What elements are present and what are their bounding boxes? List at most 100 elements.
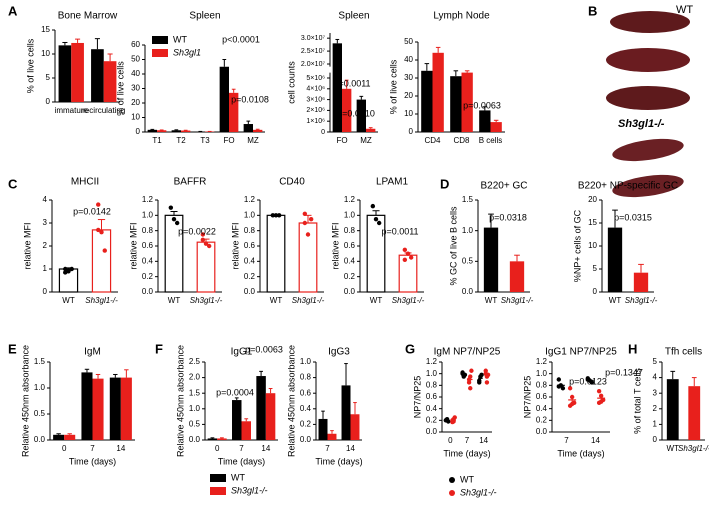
chart-title: B220+ GC xyxy=(481,181,528,192)
legend-marker xyxy=(449,490,455,496)
annotation: p=0.0022 xyxy=(178,226,216,236)
bar xyxy=(356,99,366,132)
data-point xyxy=(585,377,591,382)
annotation: p=0.0318 xyxy=(489,212,527,222)
x-tick-label: WT xyxy=(667,444,680,453)
x-tick-label: 7 xyxy=(90,444,95,453)
x-tick-label: FO xyxy=(223,136,234,145)
bar xyxy=(483,227,499,292)
y-tick-label: 1×10⁶ xyxy=(306,118,325,125)
x-tick-label: T1 xyxy=(152,136,162,145)
data-point xyxy=(206,243,212,249)
y-tick-label: 0.5 xyxy=(462,256,474,265)
data-point xyxy=(270,213,276,218)
y-tick-label: 1.0 xyxy=(34,383,46,392)
y-tick-label: 1.0 xyxy=(536,369,548,378)
x-tick-label: immature xyxy=(55,106,89,115)
bar xyxy=(181,130,191,132)
y-axis-label: % of live cells xyxy=(115,61,125,116)
x-tick-label: 14 xyxy=(346,444,355,453)
y-tick-label: 3.0×10⁷ xyxy=(301,35,326,42)
chart-title: IgG1 NP7/NP25 xyxy=(545,347,617,358)
bar xyxy=(607,227,623,292)
data-point xyxy=(276,213,282,218)
x-tick-label: B cells xyxy=(479,136,503,145)
y-tick-label: 1.0 xyxy=(344,210,356,219)
chart-title: Lymph Node xyxy=(433,11,490,22)
bar xyxy=(71,42,84,102)
y-tick-label: 3 xyxy=(653,388,658,397)
x-tick-label: Sh3gl1-/- xyxy=(392,296,425,305)
x-tick-label: MZ xyxy=(247,136,259,145)
x-tick-label: WT xyxy=(62,296,75,305)
chart-title: IgG3 xyxy=(328,347,350,358)
data-point xyxy=(451,419,456,424)
y-axis-label: Relative 450nm absorbance xyxy=(175,345,185,457)
bar xyxy=(91,229,112,293)
bar xyxy=(171,130,181,132)
y-axis-label: relative MFI xyxy=(22,222,32,269)
y-tick-label: 1.0 xyxy=(462,226,474,235)
y-tick-label: 3×10⁶ xyxy=(306,96,325,103)
x-tick-label: Sh3gl1-/- xyxy=(678,444,709,453)
y-tick-label: 1.0 xyxy=(189,404,201,413)
data-point xyxy=(466,380,472,385)
y-tick-label: 0.0 xyxy=(536,427,548,436)
y-tick-label: 4 xyxy=(43,195,48,204)
bar xyxy=(332,43,342,132)
x-axis-label: Time (days) xyxy=(218,456,265,466)
y-tick-label: 0.0 xyxy=(462,287,474,296)
y-tick-label: 1.5 xyxy=(189,388,201,397)
data-point xyxy=(96,227,101,233)
y-tick-label: 0.4 xyxy=(142,256,154,265)
bar xyxy=(432,52,444,132)
legend-marker xyxy=(152,36,168,44)
panel-label: G xyxy=(405,341,415,356)
bar xyxy=(64,434,76,440)
x-tick-label: 7 xyxy=(564,436,569,445)
y-tick-label: 0 xyxy=(46,97,51,106)
y-tick-label: 30 xyxy=(131,84,140,93)
bar xyxy=(92,378,104,440)
y-tick-label: 40 xyxy=(404,55,413,64)
x-tick-label: 14 xyxy=(591,436,600,445)
data-point xyxy=(373,216,379,222)
chart-title: IgM NP7/NP25 xyxy=(434,347,501,358)
y-axis-label: % GC of live B cells xyxy=(448,206,458,286)
bar xyxy=(350,414,360,440)
y-tick-label: 2.0 xyxy=(189,373,201,382)
data-point xyxy=(302,220,308,226)
y-tick-label: 20 xyxy=(588,195,597,204)
y-tick-label: 0.6 xyxy=(142,241,154,250)
chart-title: B220+ NP-specific GC xyxy=(578,181,678,192)
y-tick-label: 0.0 xyxy=(189,435,201,444)
annotation: p=0.0063 xyxy=(463,100,501,110)
data-point xyxy=(99,230,104,235)
y-axis-label: % of total T cells xyxy=(632,368,642,434)
legend-marker xyxy=(152,49,168,57)
chart-title: Spleen xyxy=(189,11,220,22)
y-tick-label: 0.0 xyxy=(344,287,356,296)
x-tick-label: WT xyxy=(485,296,498,305)
y-tick-label: 1.2 xyxy=(536,357,548,366)
panel-label: C xyxy=(8,176,18,191)
data-point xyxy=(569,401,575,407)
bar xyxy=(318,418,328,440)
annotation: p=0.0010 xyxy=(337,108,375,118)
legend-marker xyxy=(449,477,455,483)
y-tick-label: 5 xyxy=(46,73,51,82)
y-tick-label: 2.5×10⁷ xyxy=(301,48,326,55)
y-tick-label: 0.8 xyxy=(244,226,256,235)
chart-title: BAFFR xyxy=(174,177,207,188)
x-tick-label: 7 xyxy=(325,444,330,453)
y-tick-label: 0.6 xyxy=(426,392,438,401)
annotation: p=0.0123 xyxy=(569,376,607,386)
legend-label: WT xyxy=(460,474,474,484)
y-tick-label: 0 xyxy=(136,127,141,136)
legend-label: WT xyxy=(173,34,187,44)
bar xyxy=(366,128,376,132)
y-axis-label: % of live cells xyxy=(25,38,35,93)
bar xyxy=(327,433,337,440)
y-tick-label: 0.8 xyxy=(344,226,356,235)
y-tick-label: 2 xyxy=(653,404,658,413)
